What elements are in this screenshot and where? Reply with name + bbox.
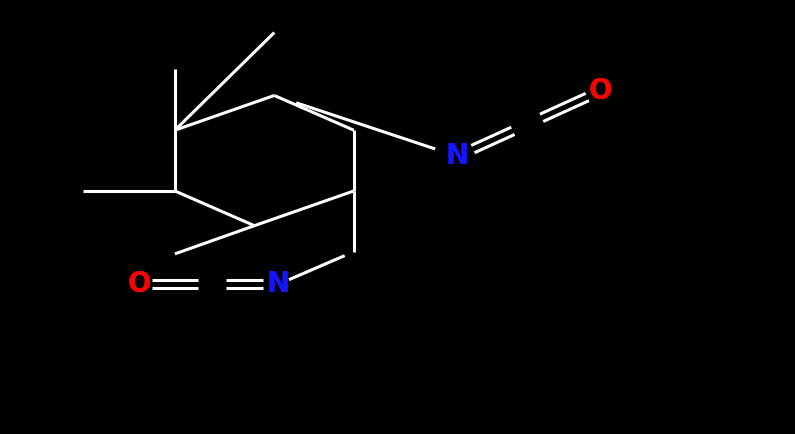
Circle shape (128, 273, 150, 295)
Text: N: N (445, 142, 469, 170)
Circle shape (589, 80, 611, 102)
Text: O: O (127, 270, 151, 298)
Text: N: N (266, 270, 290, 298)
Text: O: O (588, 77, 612, 105)
Text: O: O (127, 270, 151, 298)
Text: N: N (266, 270, 290, 298)
Text: O: O (588, 77, 612, 105)
Text: N: N (445, 142, 469, 170)
Circle shape (267, 273, 289, 295)
Circle shape (446, 145, 468, 167)
